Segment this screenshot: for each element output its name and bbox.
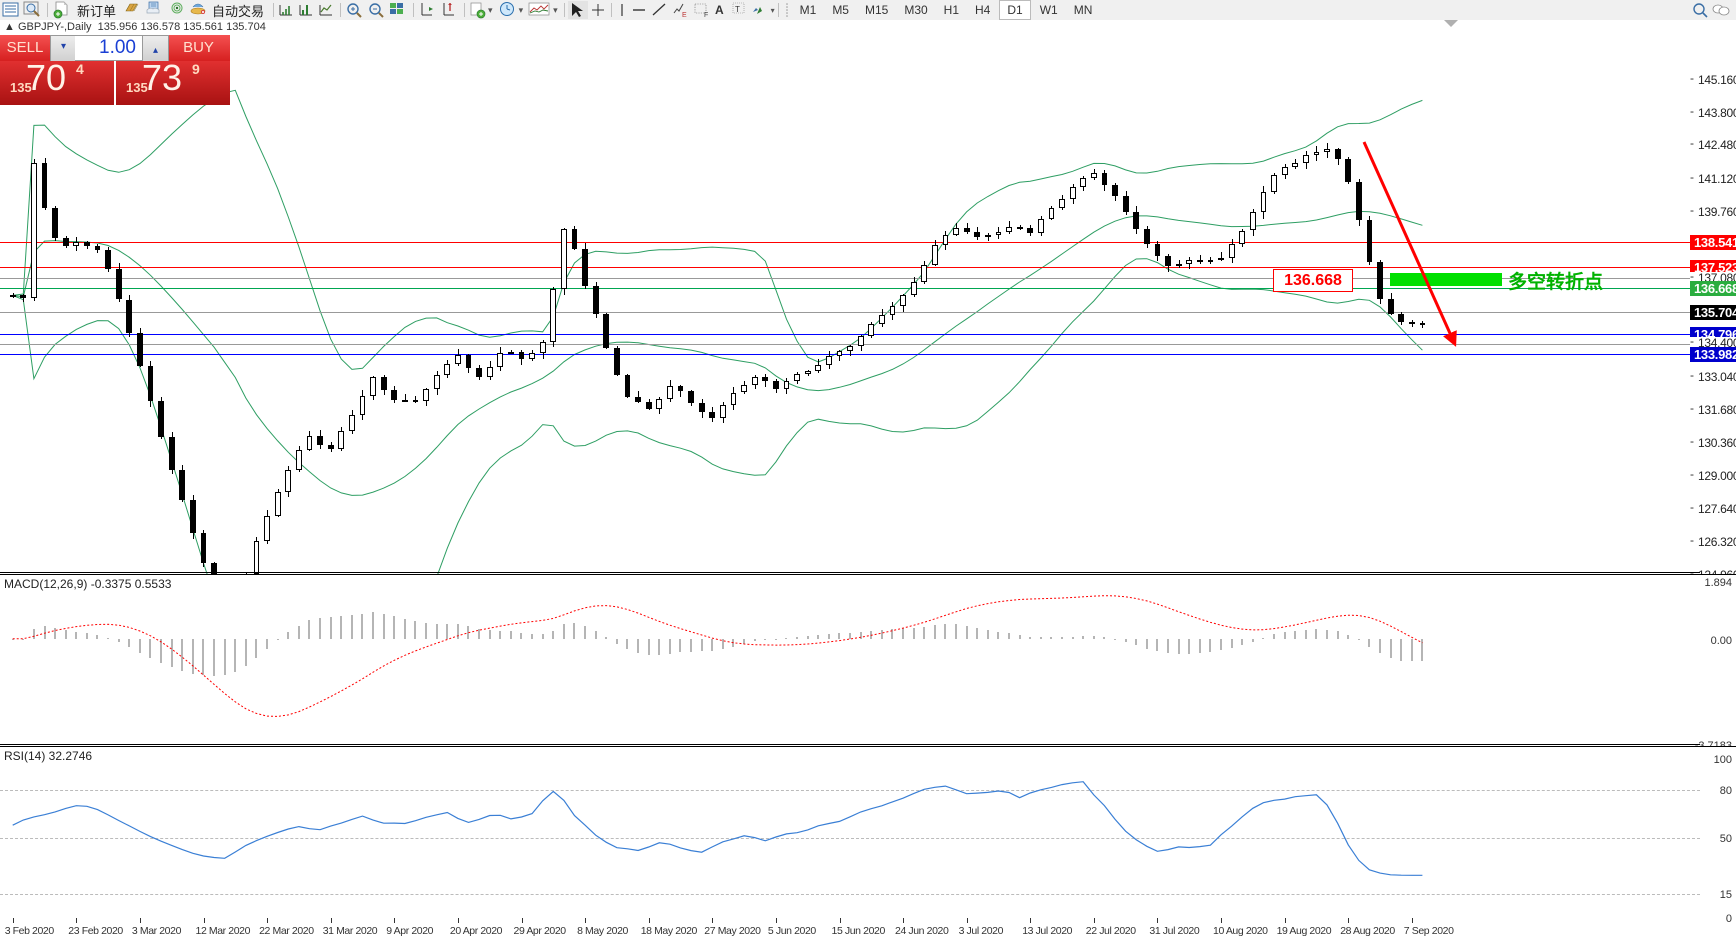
- svg-text:A: A: [715, 3, 724, 17]
- svg-text:E: E: [682, 12, 687, 19]
- svg-text:T: T: [735, 5, 740, 14]
- svg-text:F: F: [704, 12, 708, 19]
